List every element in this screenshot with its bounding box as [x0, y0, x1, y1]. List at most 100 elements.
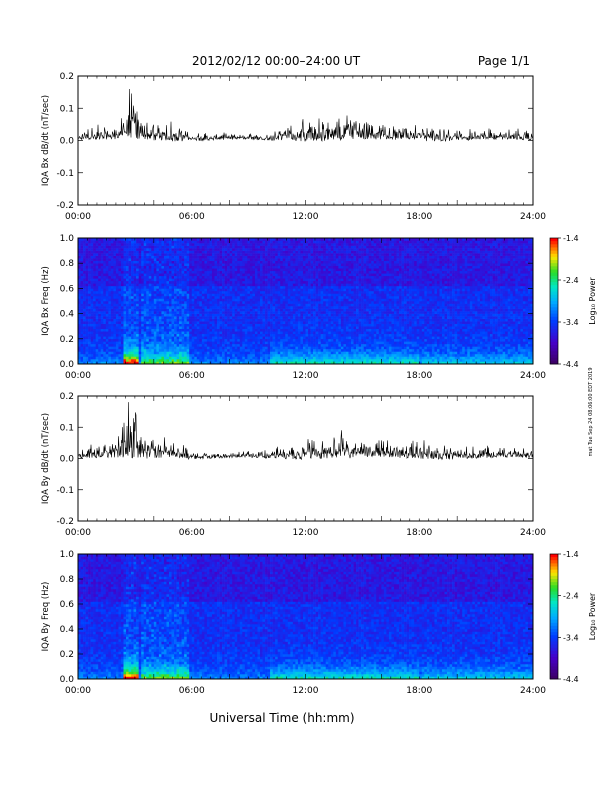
heatmap-cell [90, 280, 94, 284]
heatmap-cell [260, 270, 263, 274]
heatmap-cell [265, 243, 268, 246]
heatmap-cell [171, 280, 175, 284]
heatmap-cell [78, 361, 81, 365]
heatmap-cell [131, 323, 134, 327]
heatmap-cell [181, 346, 185, 350]
heatmap-cell [105, 250, 109, 254]
heatmap-cell [222, 341, 225, 345]
heatmap-cell [249, 248, 253, 251]
heatmap-cell [156, 306, 160, 309]
heatmap-cell [267, 346, 271, 350]
heatmap-cell [98, 263, 102, 267]
heatmap-cell [80, 311, 84, 314]
heatmap-cell [252, 290, 256, 294]
heatmap-cell [234, 343, 238, 347]
heatmap-cell [189, 341, 193, 345]
heatmap-cell [186, 250, 190, 254]
heatmap-cell [224, 358, 228, 362]
heatmap-cell [133, 290, 137, 294]
heatmap-cell [214, 293, 218, 297]
heatmap-cell [287, 316, 291, 319]
heatmap-cell [222, 240, 225, 244]
heatmap-cell [257, 343, 261, 347]
heatmap-cell [184, 295, 187, 299]
heatmap-cell [176, 301, 180, 304]
heatmap-cell [287, 288, 291, 292]
heatmap-cell [237, 260, 241, 264]
heatmap-cell [88, 311, 91, 314]
heatmap-cell [260, 346, 263, 350]
heatmap-cell [217, 288, 220, 292]
heatmap-cell [206, 285, 210, 289]
heatmap-cell [179, 336, 182, 340]
heatmap-cell [237, 250, 241, 254]
heatmap-cell [300, 351, 304, 355]
heatmap-cell [95, 248, 99, 251]
heatmap-cell [315, 341, 319, 345]
heatmap-cell [308, 245, 311, 249]
heatmap-cell [313, 290, 316, 294]
heatmap-cell [146, 358, 150, 362]
heatmap-cell [163, 343, 167, 347]
heatmap-cell [166, 263, 170, 267]
heatmap-cell [131, 243, 134, 246]
heatmap-cell [214, 321, 218, 324]
heatmap-cell [161, 353, 165, 357]
heatmap-cell [143, 288, 147, 292]
heatmap-cell [320, 331, 324, 335]
heatmap-cell [232, 260, 236, 264]
heatmap-cell [83, 328, 86, 332]
heatmap-cell [128, 275, 132, 279]
heatmap-cell [227, 248, 230, 251]
heatmap-cell [105, 338, 109, 342]
heatmap-cell [141, 303, 145, 307]
heatmap-cell [83, 285, 86, 289]
heatmap-cell [148, 328, 152, 332]
heatmap-cell [201, 263, 205, 267]
heatmap-cell [153, 280, 157, 284]
heatmap-cell [310, 316, 314, 319]
heatmap-cell [222, 295, 225, 299]
heatmap-cell [100, 318, 104, 322]
heatmap-cell [247, 293, 251, 297]
heatmap-cell [138, 356, 142, 360]
heatmap-cell [262, 268, 266, 272]
heatmap-cell [201, 308, 205, 312]
heatmap-cell [260, 318, 263, 322]
heatmap-cell [267, 308, 271, 312]
heatmap-cell [186, 301, 190, 304]
heatmap-cell [179, 358, 182, 362]
heatmap-cell [103, 316, 107, 319]
heatmap-cell [201, 341, 205, 345]
heatmap-cell [184, 253, 187, 256]
heatmap-cell [239, 298, 243, 302]
heatmap-cell [194, 303, 198, 307]
heatmap-cell [302, 303, 306, 307]
heatmap-cell [206, 323, 210, 327]
heatmap-cell [163, 323, 167, 327]
heatmap-cell [153, 303, 157, 307]
heatmap-cell [287, 290, 291, 294]
heatmap-cell [93, 358, 96, 362]
heatmap-cell [88, 323, 91, 327]
heatmap-cell [184, 308, 187, 312]
heatmap-cell [98, 255, 102, 259]
heatmap-cell [224, 255, 228, 259]
heatmap-cell [214, 250, 218, 254]
heatmap-cell [206, 351, 210, 355]
heatmap-cell [136, 255, 139, 259]
heatmap-cell [201, 356, 205, 360]
heatmap-cell [191, 361, 195, 365]
heatmap-cell [239, 260, 243, 264]
heatmap-cell [257, 285, 261, 289]
heatmap-cell [318, 331, 321, 335]
heatmap-cell [108, 288, 112, 292]
heatmap-cell [194, 331, 198, 335]
heatmap-cell [262, 295, 266, 299]
heatmap-cell [275, 278, 278, 282]
heatmap-cell [217, 270, 220, 274]
heatmap-cell [136, 250, 139, 254]
heatmap-cell [98, 278, 102, 282]
heatmap-cell [285, 290, 289, 294]
heatmap-cell [179, 270, 182, 274]
